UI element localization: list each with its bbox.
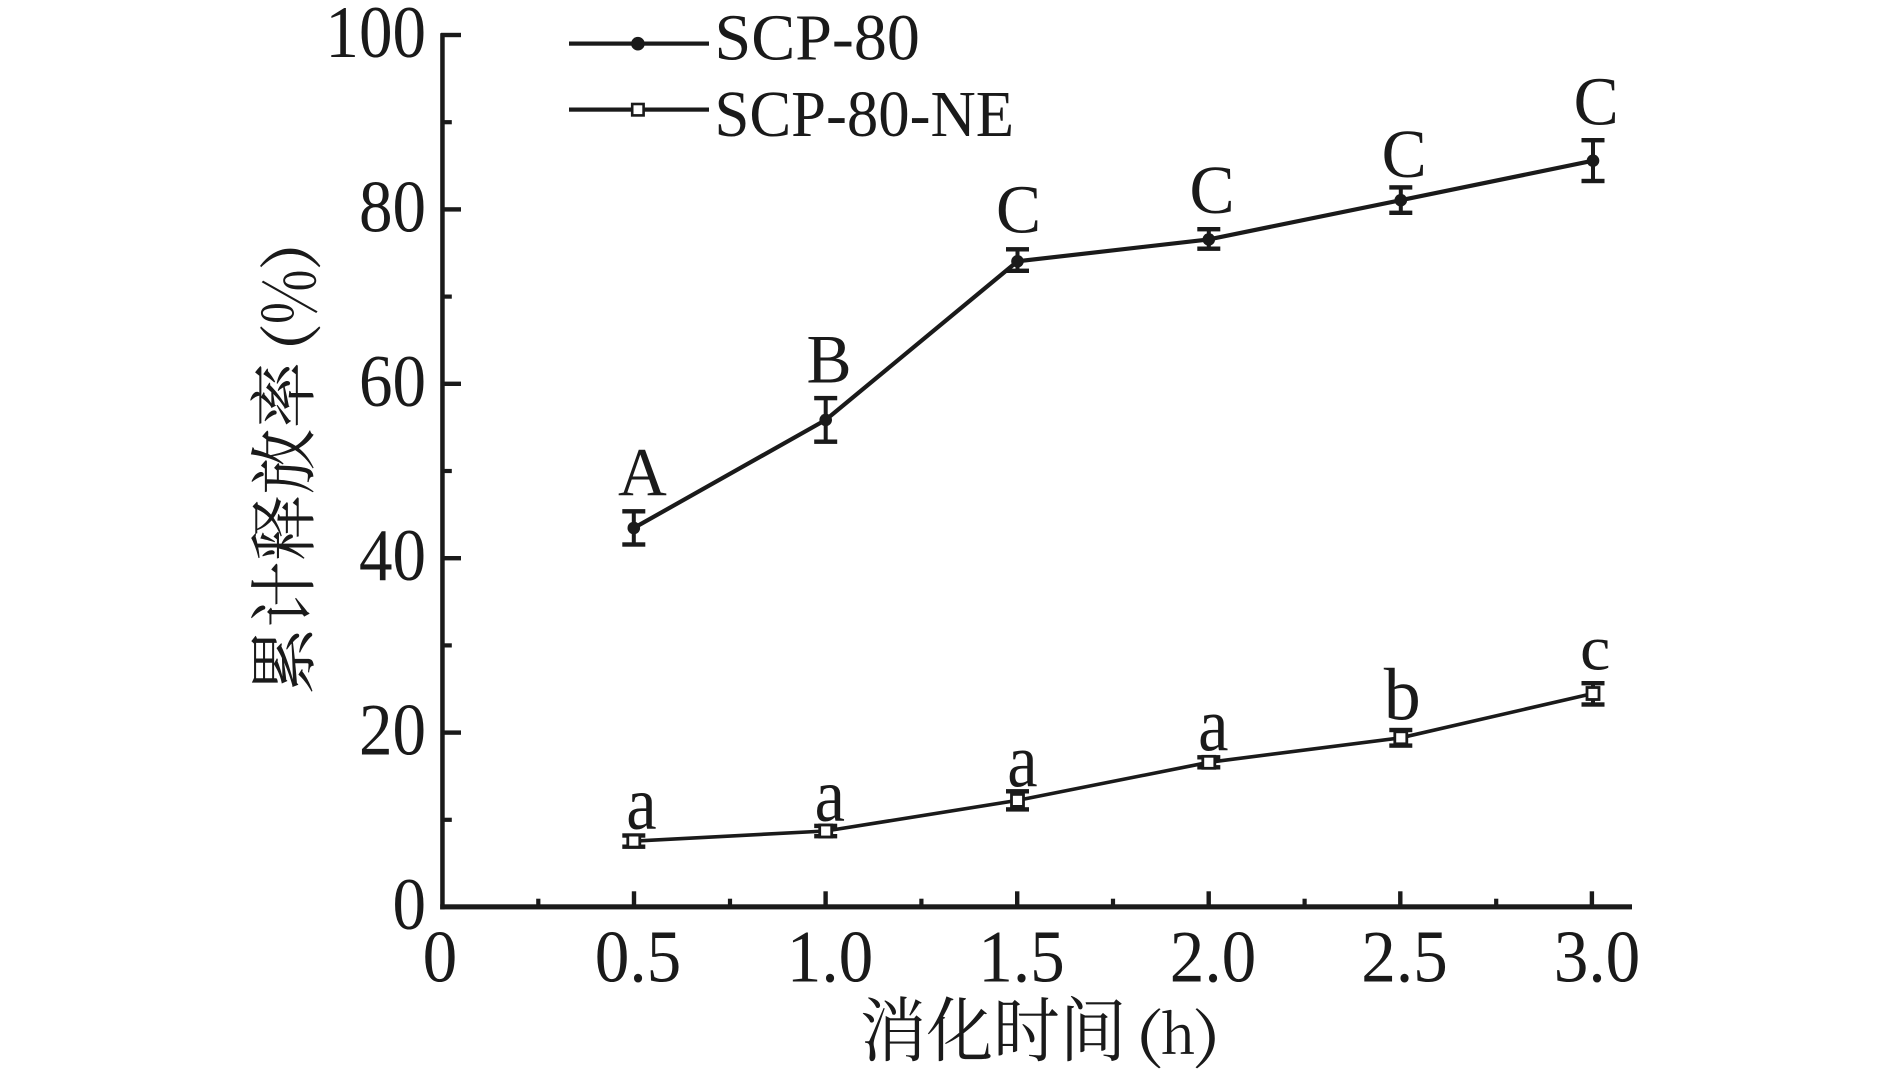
svg-text:40: 40 <box>359 515 426 597</box>
svg-text:1.0: 1.0 <box>787 915 874 998</box>
svg-text:80: 80 <box>359 166 426 248</box>
svg-text:a: a <box>1007 719 1037 803</box>
svg-text:3.0: 3.0 <box>1554 915 1641 998</box>
svg-text:a: a <box>1198 683 1228 767</box>
svg-text:60: 60 <box>359 341 426 423</box>
svg-text:0: 0 <box>423 915 458 998</box>
svg-text:C: C <box>1189 151 1234 228</box>
svg-text:1.5: 1.5 <box>978 915 1065 998</box>
svg-text:a: a <box>626 762 656 846</box>
svg-text:SCP-80-NE: SCP-80-NE <box>715 77 1015 150</box>
svg-text:0: 0 <box>392 864 426 946</box>
svg-text:2.0: 2.0 <box>1170 915 1257 998</box>
svg-text:SCP-80: SCP-80 <box>715 2 920 75</box>
svg-text:c: c <box>1580 613 1610 683</box>
svg-text:0.5: 0.5 <box>595 915 682 998</box>
svg-text:C: C <box>996 171 1041 248</box>
svg-text:a: a <box>815 754 845 838</box>
svg-text:C: C <box>1382 115 1427 192</box>
svg-text:B: B <box>806 321 851 398</box>
svg-text:100: 100 <box>325 0 426 74</box>
svg-text:C: C <box>1574 63 1619 140</box>
svg-text:2.5: 2.5 <box>1361 915 1448 998</box>
svg-text:20: 20 <box>359 689 426 771</box>
svg-text:b: b <box>1384 655 1421 737</box>
svg-text:A: A <box>618 433 667 510</box>
